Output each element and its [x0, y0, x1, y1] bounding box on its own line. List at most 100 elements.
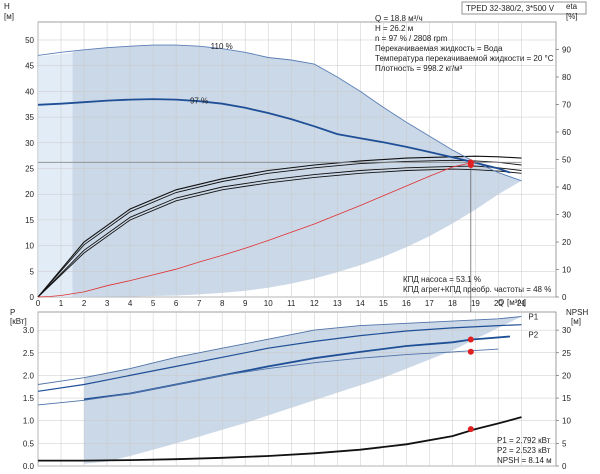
eta-axis-unit: [%]	[566, 12, 578, 21]
npsh-tick-label: 30	[562, 326, 571, 335]
y2-tick-label: 70	[562, 101, 571, 110]
x-tick-label: 3	[105, 299, 110, 308]
efficiency-curve-2	[37, 165, 522, 298]
npsh-tick-label: 0	[562, 462, 567, 471]
head-axis-title: H	[4, 2, 10, 11]
x-tick-label: 12	[310, 299, 319, 308]
npsh-axis-unit: [м]	[571, 317, 581, 326]
y-tick-label: 40	[25, 87, 34, 96]
title-box	[461, 1, 587, 15]
label-110: 110 %	[211, 42, 233, 51]
efficiency-notes: КПД насоса = 53.1 % КПД агрег+КПД преобр…	[403, 275, 551, 294]
y-tick-label: 5	[30, 267, 35, 276]
x-tick-label: 4	[128, 299, 133, 308]
total-efficiency-note: КПД агрег+КПД преобр. частоты = 48 %	[403, 285, 551, 294]
x-tick-label: 13	[333, 299, 342, 308]
y-tick-label: 10	[25, 242, 34, 251]
y2-tick-label: 10	[562, 266, 571, 275]
x-tick-label: 19	[471, 299, 480, 308]
npsh-value: NPSH = 8.14 м	[497, 456, 552, 465]
head-axis-unit: [м]	[4, 12, 14, 21]
y-tick-label: 35	[25, 113, 34, 122]
npsh-axis-title: NPSH	[566, 308, 588, 317]
y-tick-label: 0	[30, 293, 35, 302]
x-tick-label: 5	[151, 299, 156, 308]
x-tick-label: 17	[425, 299, 434, 308]
p2-low-curve	[37, 348, 499, 406]
p1-label: P1	[528, 313, 538, 322]
x-tick-label: 14	[356, 299, 365, 308]
p1-value: P1 = 2.792 кВт	[497, 436, 551, 445]
power-axis-unit: [кВт]	[10, 317, 27, 326]
head-panel: 0 1 2 3 4 5 6 7 8 9 10 11 12 13 14 15 16 17 18 19 20 21051015…	[25, 21, 571, 313]
y2-tick-label: 0	[562, 293, 567, 302]
duty-point-p1	[467, 336, 474, 343]
duty-point-p2	[467, 348, 474, 355]
pump-efficiency-note: КПД насоса = 53.1 %	[403, 275, 481, 284]
efficiency-curve-3	[37, 168, 522, 298]
pump-model-title: TPED 32-380/2, 3*500 V	[466, 4, 555, 13]
x-tick-label: 21	[517, 299, 526, 308]
power-y-tick-label: 0.0	[23, 462, 35, 471]
x-tick-label: 8	[220, 299, 225, 308]
npsh-tick-label: 20	[562, 371, 571, 380]
y-tick-label: 15	[25, 216, 34, 225]
info-speed: n = 97 % / 2808 rpm	[375, 34, 448, 43]
duty-values: P1 = 2.792 кВт P2 = 2.523 кВт NPSH = 8.1…	[497, 436, 552, 465]
x-tick-label: 0	[36, 299, 41, 308]
npsh-tick-label: 15	[562, 394, 571, 403]
x-tick-label: 1	[59, 299, 64, 308]
info-density: Плотность = 998.2 кг/м³	[375, 64, 463, 73]
y2-tick-label: 30	[562, 211, 571, 220]
power-y-tick-label: 3.0	[23, 326, 35, 335]
npsh-tick-label: 5	[562, 439, 567, 448]
x-tick-label: 9	[243, 299, 248, 308]
head-curve-97	[37, 98, 511, 174]
y-tick-label: 45	[25, 62, 34, 71]
y2-tick-label: 80	[562, 73, 571, 82]
y2-tick-label: 60	[562, 128, 571, 137]
info-temperature: Температура перекачиваемой жидкости = 20…	[375, 54, 554, 63]
power-y-tick-label: 2.0	[23, 371, 35, 380]
head-curve-110	[37, 44, 522, 182]
x-tick-label: 16	[402, 299, 411, 308]
y2-tick-label: 90	[562, 46, 571, 55]
y2-tick-label: 40	[562, 183, 571, 192]
power-operating-area	[84, 316, 522, 464]
x-tick-label: 15	[379, 299, 388, 308]
power-y-tick-label: 2.5	[23, 349, 35, 358]
p2-value: P2 = 2.523 кВт	[497, 446, 551, 455]
x-tick-label: 18	[448, 299, 457, 308]
x-tick-label: 10	[264, 299, 273, 308]
npsh-tick-label: 25	[562, 349, 571, 358]
y-tick-label: 50	[25, 36, 34, 45]
power-y-tick-label: 0.5	[23, 439, 35, 448]
npsh-curve	[38, 416, 522, 462]
efficiency-curve-1	[37, 159, 522, 298]
y-tick-label: 25	[25, 164, 34, 173]
power-axis-title: P	[10, 308, 15, 317]
min-flow-zone	[38, 52, 73, 297]
duty-point-eta	[467, 162, 474, 168]
info-flow: Q = 18.8 м³/ч	[375, 14, 423, 23]
system-curve	[37, 161, 476, 298]
power-y-tick-label: 1.5	[23, 394, 35, 403]
label-97: 97 %	[190, 97, 208, 106]
x-tick-label: 6	[174, 299, 179, 308]
y-tick-label: 20	[25, 190, 34, 199]
duty-point-npsh	[467, 426, 474, 433]
y2-tick-label: 20	[562, 238, 571, 247]
p2-label: P2	[528, 331, 538, 340]
x-tick-label: 2	[82, 299, 87, 308]
operating-area	[72, 45, 522, 297]
y-tick-label: 30	[25, 139, 34, 148]
flow-axis-unit: [м³/ч]	[507, 298, 526, 307]
power-y-tick-label: 1.0	[23, 417, 35, 426]
efficiency-curve-0	[37, 155, 522, 298]
x-tick-label: 7	[197, 299, 202, 308]
p1-110-curve	[37, 316, 522, 385]
x-tick-label: 20	[494, 299, 503, 308]
operating-info: Q = 18.8 м³/ч H = 26.2 м n = 97 % / 2808…	[375, 14, 554, 73]
eta-axis-title: eta	[566, 2, 578, 11]
